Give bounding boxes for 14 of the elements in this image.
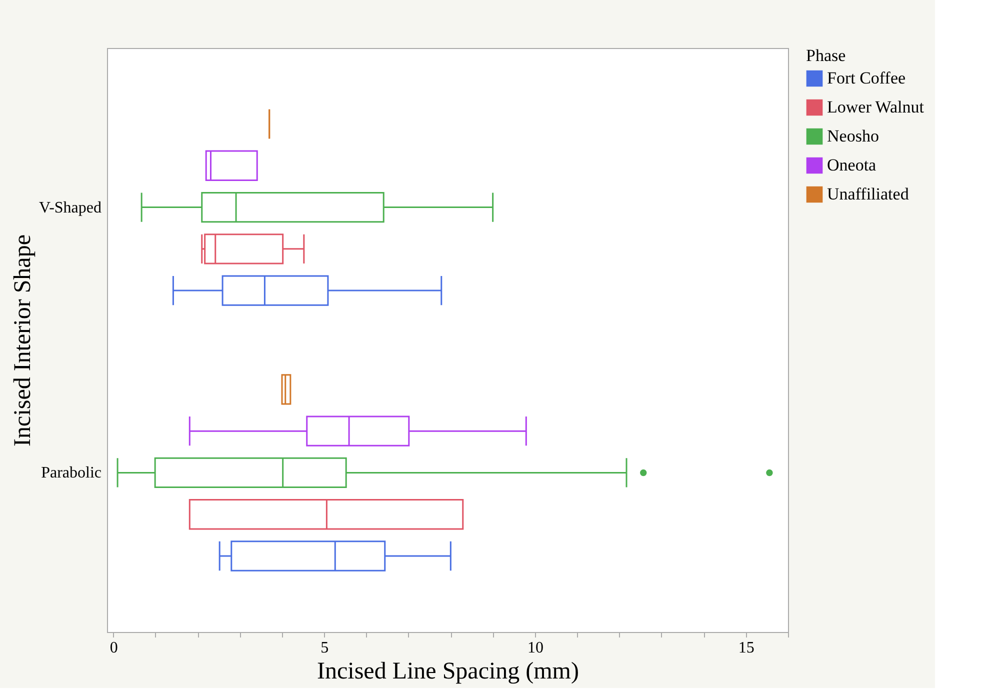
y-tick-label: Parabolic xyxy=(41,464,102,482)
legend-label: Unaffiliated xyxy=(827,184,910,204)
legend-label: Neosho xyxy=(827,126,879,146)
y-tick-label: V-Shaped xyxy=(38,199,102,216)
x-tick-label: 0 xyxy=(110,640,118,656)
legend-label: Lower Walnut xyxy=(827,98,924,116)
y-axis-title: Incised Interior Shape xyxy=(10,234,36,446)
x-tick-label: 15 xyxy=(738,640,754,656)
legend-title: Phase xyxy=(806,46,846,65)
legend-label: Fort Coffee xyxy=(827,68,906,88)
x-axis-title: Incised Line Spacing (mm) xyxy=(317,658,579,684)
x-tick-label: 5 xyxy=(320,640,329,656)
legend-label: Oneota xyxy=(827,156,877,174)
x-tick-label: 10 xyxy=(527,640,544,656)
